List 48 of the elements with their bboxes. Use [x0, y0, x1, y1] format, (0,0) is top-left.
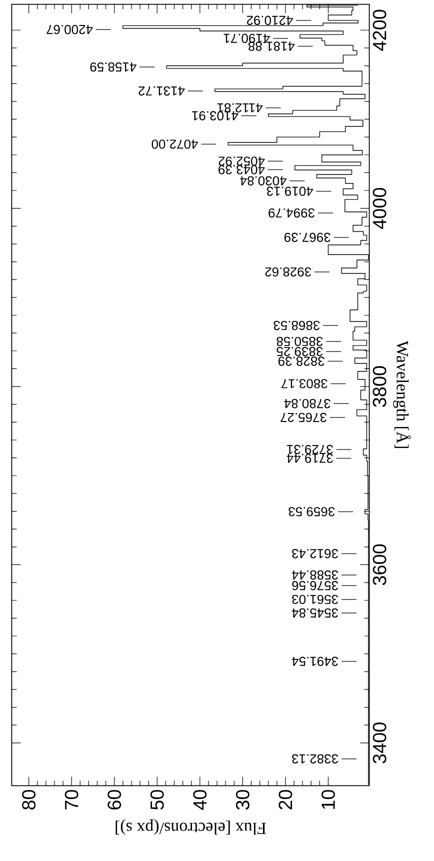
ref-line-label: 4019.13 — [266, 186, 314, 196]
ref-line-label: 4043.39 — [218, 165, 265, 174]
ref-line-label: 3588.44 — [292, 570, 338, 580]
ref-line-label: 3719.44 — [286, 454, 333, 463]
y-tick-label: 4000 — [372, 188, 386, 230]
ref-line-label: 4112.81 — [217, 103, 263, 112]
ref-line-label: 4131.72 — [138, 86, 185, 96]
ref-line-label: 3828.39 — [278, 356, 324, 366]
x-tick-label: 30 — [236, 790, 250, 810]
ref-line-label: 3545.84 — [292, 608, 338, 618]
ref-line-label: 4052.92 — [218, 156, 265, 166]
ref-line-label: 3994.79 — [268, 208, 315, 218]
x-tick-label: 40 — [193, 790, 207, 810]
x-tick-label: 10 — [322, 790, 335, 809]
ref-line-label: 3612.43 — [292, 549, 338, 558]
ref-line-label: 3928.62 — [265, 267, 312, 277]
ref-line-label: 3561.03 — [292, 594, 338, 604]
ref-line-label: 3868.53 — [274, 320, 320, 330]
y-tick-label: 3800 — [372, 366, 386, 407]
ref-line-label: 4190.71 — [224, 34, 270, 44]
ref-line-label: 4072.00 — [152, 140, 198, 149]
x-tick-label: 60 — [108, 790, 122, 810]
ref-line-label: 3491.54 — [292, 656, 338, 666]
ref-line-label: 3382.13 — [292, 754, 338, 764]
ref-line-label: 4030.84 — [240, 176, 286, 186]
x-axis-title: Flux [electrons/(px s)] — [116, 819, 266, 835]
y-tick-label: 4200 — [372, 10, 386, 51]
ref-line-label: 3967.39 — [284, 232, 330, 242]
ref-line-label: 4210.92 — [246, 16, 293, 26]
ref-line-label: 3803.17 — [282, 379, 328, 388]
ref-line-label: 4103.91 — [192, 111, 238, 120]
x-tick-label: 50 — [150, 790, 164, 810]
ref-line-label: 4181.88 — [248, 42, 295, 51]
x-tick-label: 80 — [22, 790, 36, 810]
ref-line-label: 3780.84 — [284, 399, 330, 408]
ref-line-label: 4200.67 — [46, 24, 93, 34]
ref-line-label: 3729.31 — [287, 444, 333, 454]
x-tick-label: 20 — [278, 790, 292, 810]
x-tick-label: 70 — [64, 790, 78, 810]
ref-line-label: 3765.27 — [280, 412, 326, 422]
y-tick-label: 3400 — [372, 722, 386, 764]
ref-line-label: 3659.53 — [288, 507, 335, 516]
ref-line-label: 3576.56 — [292, 581, 338, 590]
y-axis-title: Wavelength [Å] — [393, 340, 411, 448]
ref-line-label: 4158.59 — [90, 62, 136, 72]
y-tick-label: 3600 — [372, 544, 386, 586]
ref-line-label: 3850.58 — [276, 336, 323, 346]
ref-line-label: 3839.25 — [276, 346, 323, 356]
